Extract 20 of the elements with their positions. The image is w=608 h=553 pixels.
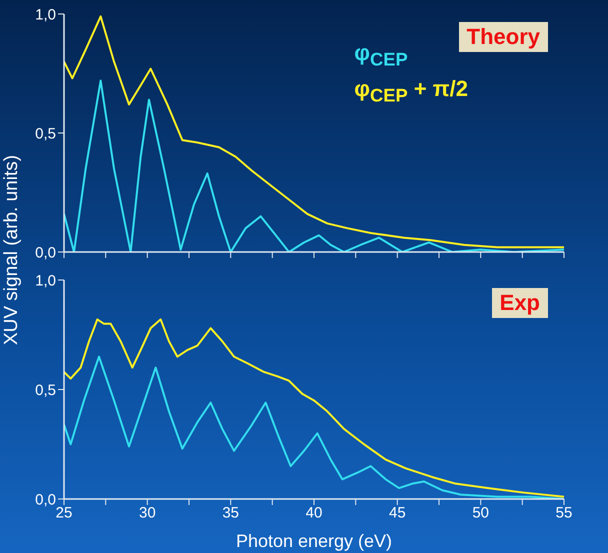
x-tick-label: 45 xyxy=(388,504,406,522)
y-tick-label: 1,0 xyxy=(35,272,56,290)
x-tick-label: 30 xyxy=(138,504,156,522)
y-tick-label: 0,5 xyxy=(35,382,56,399)
y-tick-label: 1,0 xyxy=(35,6,56,24)
x-tick-label: 55 xyxy=(556,504,572,522)
x-axis-title: Photon energy (eV) xyxy=(236,531,392,551)
y-tick-label: 0,5 xyxy=(35,125,56,142)
x-tick-label: 25 xyxy=(56,504,72,522)
text: φ$_{CEP}$ xyxy=(354,40,409,70)
line-series xyxy=(64,15,564,248)
x-tick-label: 35 xyxy=(222,504,240,522)
y-tick-label: 0,0 xyxy=(35,491,56,508)
x-tick-label: 40 xyxy=(306,504,322,522)
text: φ$_{CEP}$ + π/2 xyxy=(354,76,468,107)
y-tick-label: 0,0 xyxy=(35,244,56,262)
text: Theory xyxy=(458,22,548,52)
x-tick-label: 50 xyxy=(472,504,490,522)
text: Exp xyxy=(492,288,548,318)
y-axis-title: XUV signal (arb. units) xyxy=(1,154,23,346)
